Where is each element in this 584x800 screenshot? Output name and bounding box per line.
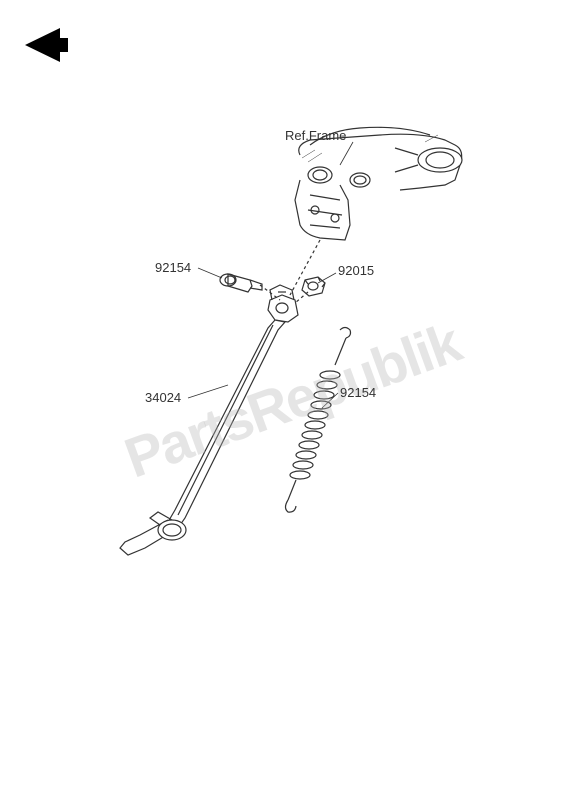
frame-bracket — [295, 127, 462, 240]
part-label-92154-bolt: 92154 — [155, 260, 191, 275]
ref-frame-label: Ref.Frame — [285, 128, 346, 143]
bolt-part — [220, 274, 262, 292]
part-label-34024: 34024 — [145, 390, 181, 405]
diagram-svg — [0, 0, 584, 800]
nut-part — [302, 277, 325, 296]
part-label-92015: 92015 — [338, 263, 374, 278]
spring-part — [286, 328, 351, 513]
part-label-92154-spring: 92154 — [340, 385, 376, 400]
parts-diagram: PartsRepublik Ref.Frame 92154 92015 3402… — [0, 0, 584, 800]
side-stand-part — [120, 285, 298, 555]
